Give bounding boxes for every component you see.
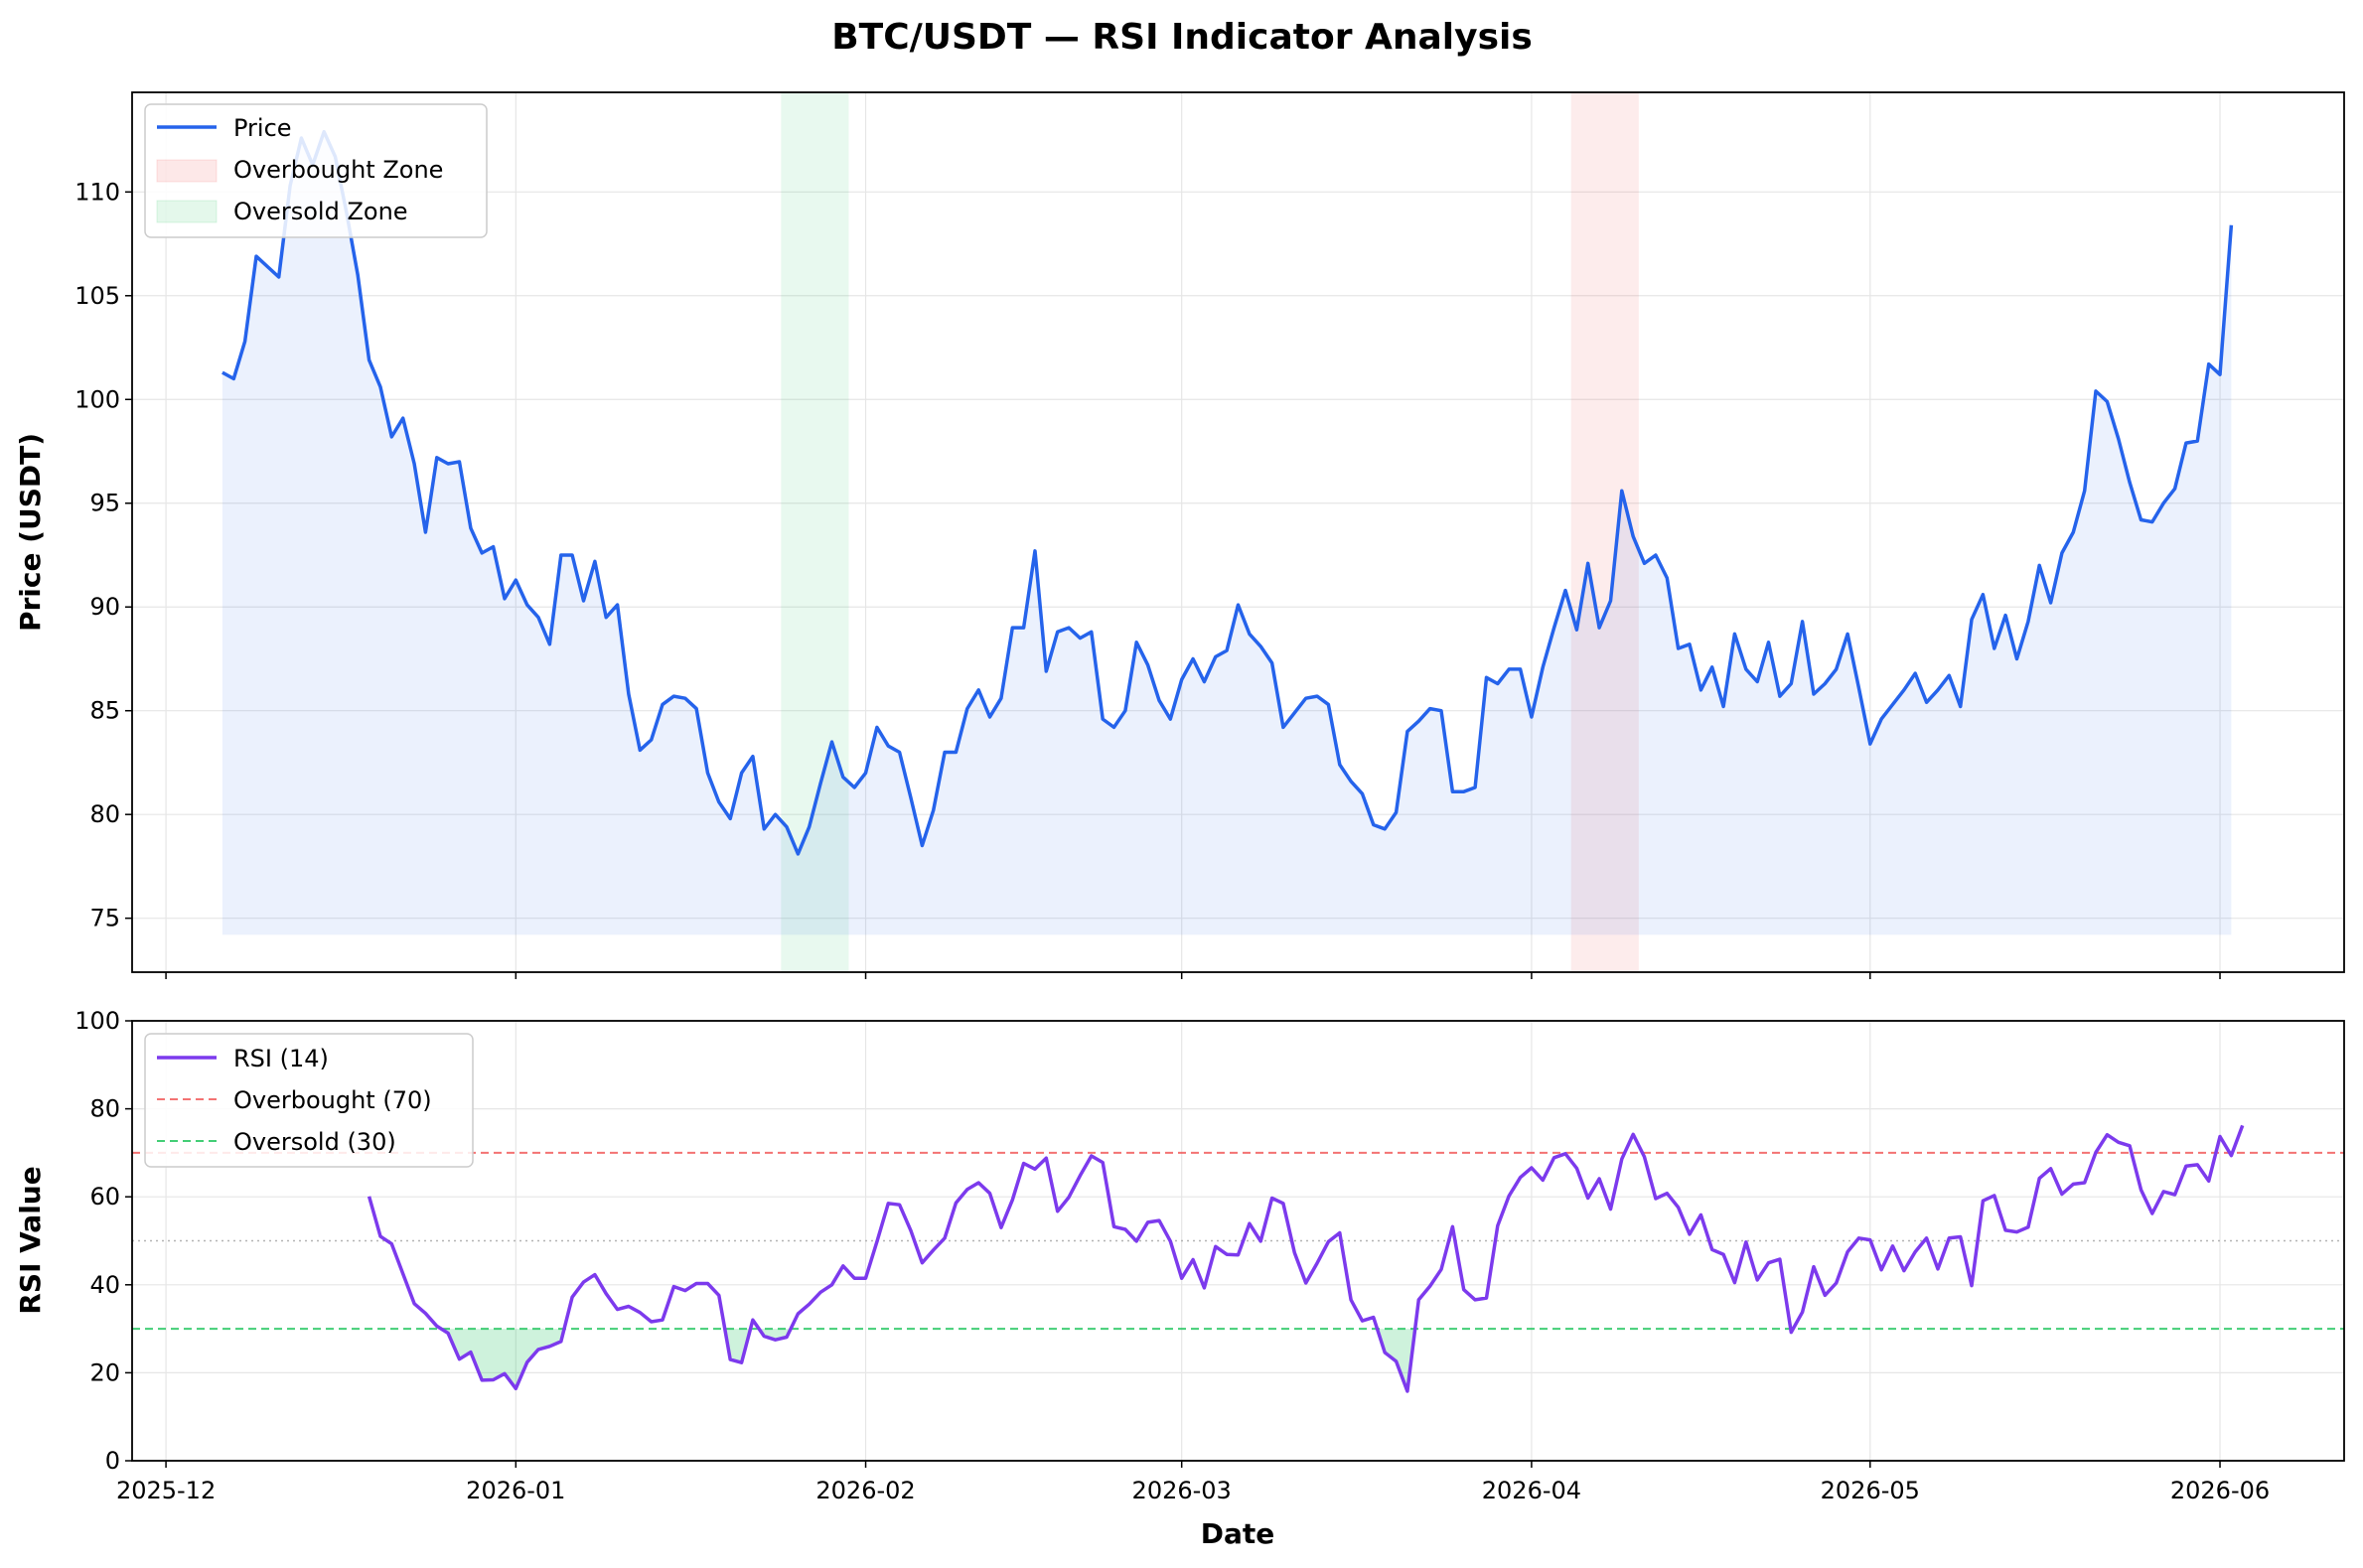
rsi-y-tick-label: 80: [89, 1095, 120, 1123]
price-line: [222, 129, 2234, 856]
price-y-tick-label: 80: [89, 800, 120, 828]
x-tick-label: 2026-05: [1821, 1477, 1920, 1504]
price-y-tick-label: 110: [74, 178, 120, 206]
price-legend: Price Overbought Zone Oversold Zone: [144, 103, 488, 238]
price-legend-box: [144, 103, 488, 238]
price-y-tick-label: 85: [89, 697, 120, 725]
rsi-oversold-fill: [724, 1329, 751, 1363]
legend-oversold-line: Oversold (30): [233, 1128, 396, 1156]
price-panel: 75 80 85 90 95 100 105 110 Price (USDT) Price O…: [14, 91, 2345, 979]
rsi-reference-lines: [132, 1151, 2344, 1331]
price-y-tick-label: 100: [74, 385, 120, 413]
rsi-y-tick-label: 20: [89, 1358, 120, 1386]
x-tick-label: 2026-06: [2170, 1477, 2270, 1504]
chart-title: BTC/USDT — RSI Indicator Analysis: [831, 17, 1533, 58]
rsi-legend: RSI (14) Overbought (70) Oversold (30): [144, 1033, 474, 1168]
rsi-y-tick-label: 100: [74, 1007, 120, 1035]
rsi-y-tick-label: 60: [89, 1183, 120, 1211]
price-area-fill: [222, 131, 2232, 935]
price-zones: [781, 92, 1639, 972]
rsi-y-tick-label: 0: [105, 1447, 120, 1475]
price-y-tick-label: 75: [89, 905, 120, 932]
legend-overbought-line: Overbought (70): [233, 1086, 432, 1114]
legend-price: Price: [233, 114, 292, 142]
x-tick-label: 2026-02: [815, 1477, 915, 1504]
rsi-line: [367, 1124, 2245, 1393]
x-tick-label: 2026-03: [1132, 1477, 1232, 1504]
oversold-zone-band: [781, 92, 849, 972]
legend-overbought-zone-swatch: [156, 159, 218, 183]
overbought-zone-band: [1570, 92, 1639, 972]
legend-overbought-zone: Overbought Zone: [233, 156, 443, 184]
price-axes-frame: [131, 91, 2345, 973]
x-tick-label: 2026-04: [1482, 1477, 1581, 1504]
legend-oversold-zone-swatch: [156, 200, 218, 223]
rsi-oversold-fills: [441, 1329, 1794, 1391]
rsi-panel: 0 20 40 60 80 100 2025-12 2026-01 2026-02 2026-0…: [14, 1007, 2345, 1550]
price-y-axis-label: Price (USDT): [14, 433, 47, 632]
rsi-x-ticks: 2025-12 2026-01 2026-02 2026-03 2026-04 2026-…: [116, 1461, 2270, 1504]
legend-rsi: RSI (14): [233, 1045, 329, 1072]
x-axis-label: Date: [1201, 1517, 1275, 1550]
price-y-ticks: 75 80 85 90 95 100 105 110: [74, 178, 132, 932]
x-tick-label: 2026-01: [466, 1477, 565, 1504]
rsi-y-ticks: 0 20 40 60 80 100: [74, 1007, 132, 1475]
price-grid: [132, 92, 2344, 972]
x-tick-label: 2025-12: [116, 1477, 216, 1504]
rsi-oversold-fill: [441, 1329, 564, 1389]
price-y-tick-label: 105: [74, 282, 120, 310]
price-y-tick-label: 90: [89, 593, 120, 621]
rsi-y-tick-label: 40: [89, 1271, 120, 1299]
rsi-axes-frame: [131, 1020, 2345, 1462]
price-y-tick-label: 95: [89, 490, 120, 517]
rsi-legend-box: [144, 1033, 474, 1168]
rsi-y-axis-label: RSI Value: [14, 1166, 47, 1314]
price-x-ticks: [165, 972, 2221, 979]
legend-oversold-zone: Oversold Zone: [233, 198, 408, 225]
